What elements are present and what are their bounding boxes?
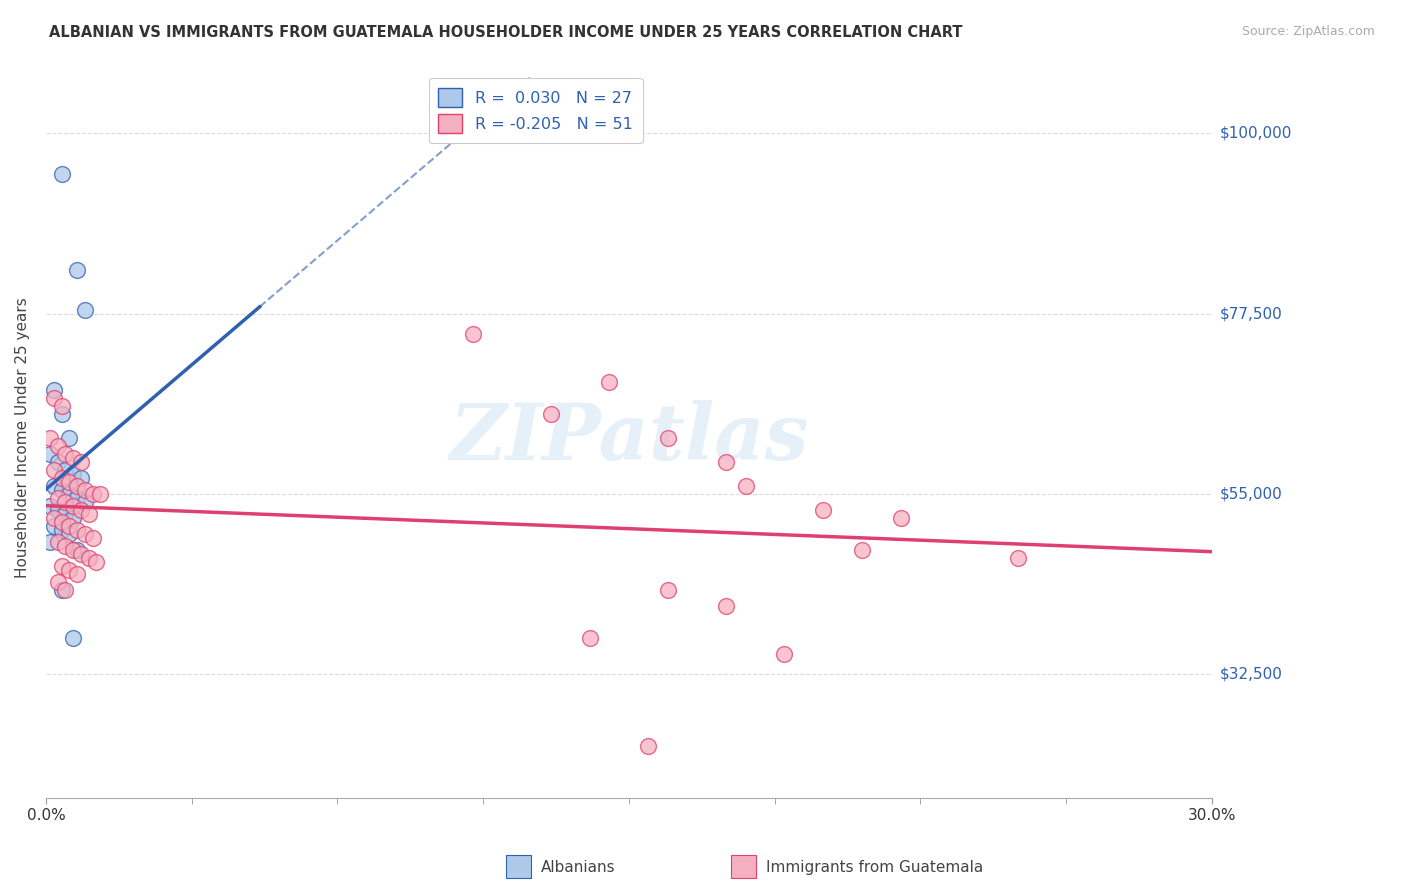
Point — [55, 447, 77, 461]
Point — [51, 483, 73, 497]
Point — [637, 739, 659, 753]
Point — [38, 431, 60, 445]
Point — [77, 550, 100, 565]
Point — [62, 542, 84, 557]
Point — [46, 491, 69, 505]
Point — [46, 503, 69, 517]
Point — [70, 503, 93, 517]
Point — [734, 479, 756, 493]
Legend: R =  0.030   N = 27, R = -0.205   N = 51: R = 0.030 N = 27, R = -0.205 N = 51 — [429, 78, 643, 143]
Point — [657, 582, 679, 597]
Text: Albanians: Albanians — [541, 860, 616, 874]
Point — [70, 471, 93, 485]
Point — [1007, 550, 1029, 565]
Point — [73, 483, 96, 497]
Y-axis label: Householder Income Under 25 years: Householder Income Under 25 years — [15, 297, 30, 578]
Point — [58, 518, 80, 533]
Point — [55, 495, 77, 509]
Point — [62, 631, 84, 645]
Point — [58, 487, 80, 501]
Point — [46, 455, 69, 469]
Text: $55,000: $55,000 — [1220, 486, 1282, 501]
Point — [58, 526, 80, 541]
FancyBboxPatch shape — [731, 855, 756, 878]
Point — [66, 491, 89, 505]
Point — [657, 431, 679, 445]
Point — [55, 463, 77, 477]
Point — [55, 582, 77, 597]
Point — [890, 511, 912, 525]
Point — [86, 555, 108, 569]
Point — [55, 507, 77, 521]
Point — [51, 515, 73, 529]
Point — [58, 475, 80, 489]
Point — [851, 542, 873, 557]
Text: Source: ZipAtlas.com: Source: ZipAtlas.com — [1241, 25, 1375, 38]
Point — [46, 439, 69, 453]
Point — [66, 262, 89, 277]
Point — [46, 534, 69, 549]
Point — [42, 479, 65, 493]
Point — [579, 631, 602, 645]
Point — [77, 507, 100, 521]
Point — [73, 495, 96, 509]
Point — [62, 511, 84, 525]
Point — [42, 511, 65, 525]
Point — [73, 526, 96, 541]
FancyBboxPatch shape — [506, 855, 531, 878]
Point — [46, 574, 69, 589]
Point — [463, 326, 485, 341]
Point — [73, 302, 96, 317]
Text: $32,500: $32,500 — [1220, 666, 1284, 681]
Point — [66, 479, 89, 493]
Text: $77,500: $77,500 — [1220, 306, 1282, 321]
Point — [813, 503, 835, 517]
Point — [714, 599, 737, 613]
Point — [598, 375, 620, 389]
Point — [42, 463, 65, 477]
Point — [66, 566, 89, 581]
Point — [714, 455, 737, 469]
Text: Immigrants from Guatemala: Immigrants from Guatemala — [766, 860, 984, 874]
Point — [42, 518, 65, 533]
Point — [38, 447, 60, 461]
Point — [51, 399, 73, 413]
Point — [51, 558, 73, 573]
Point — [58, 431, 80, 445]
Point — [70, 547, 93, 561]
Point — [51, 471, 73, 485]
Point — [62, 499, 84, 513]
Point — [42, 391, 65, 405]
Point — [66, 542, 89, 557]
Point — [38, 534, 60, 549]
Point — [89, 487, 111, 501]
Text: $100,000: $100,000 — [1220, 126, 1292, 141]
Point — [42, 383, 65, 397]
Point — [51, 167, 73, 181]
Point — [66, 523, 89, 537]
Text: ZIPatlas: ZIPatlas — [450, 400, 808, 476]
Point — [38, 499, 60, 513]
Point — [58, 563, 80, 577]
Point — [51, 407, 73, 421]
Text: ALBANIAN VS IMMIGRANTS FROM GUATEMALA HOUSEHOLDER INCOME UNDER 25 YEARS CORRELAT: ALBANIAN VS IMMIGRANTS FROM GUATEMALA HO… — [49, 25, 963, 40]
Point — [51, 582, 73, 597]
Point — [62, 467, 84, 481]
Point — [540, 407, 562, 421]
Point — [70, 455, 93, 469]
Point — [51, 523, 73, 537]
Point — [82, 531, 104, 545]
Point — [62, 450, 84, 465]
Point — [55, 539, 77, 553]
Point — [773, 647, 796, 661]
Point — [82, 487, 104, 501]
